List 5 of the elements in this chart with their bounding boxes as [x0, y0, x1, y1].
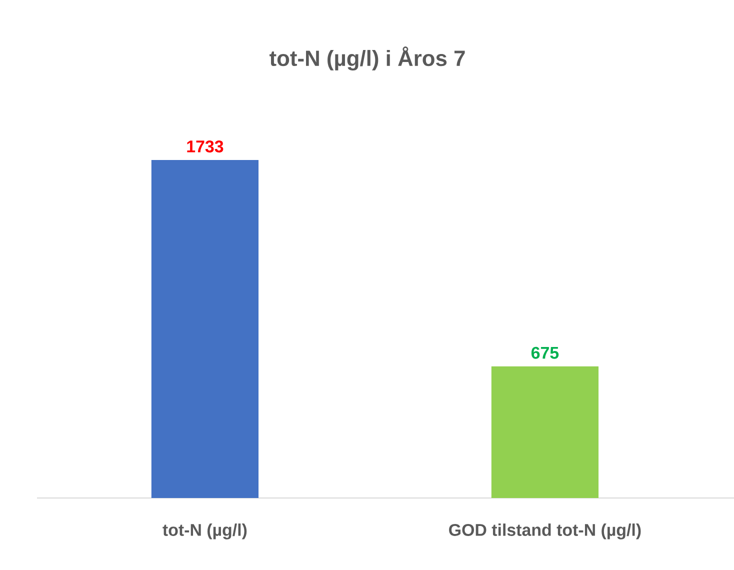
x-tick-label: GOD tilstand tot-N (µg/l)	[449, 524, 641, 540]
chart-title: tot-N (µg/l) i Åros 7	[270, 46, 465, 70]
x-tick-label: tot-N (µg/l)	[162, 524, 247, 540]
data-label: 675	[531, 346, 559, 359]
data-label: 1733	[187, 140, 224, 152]
